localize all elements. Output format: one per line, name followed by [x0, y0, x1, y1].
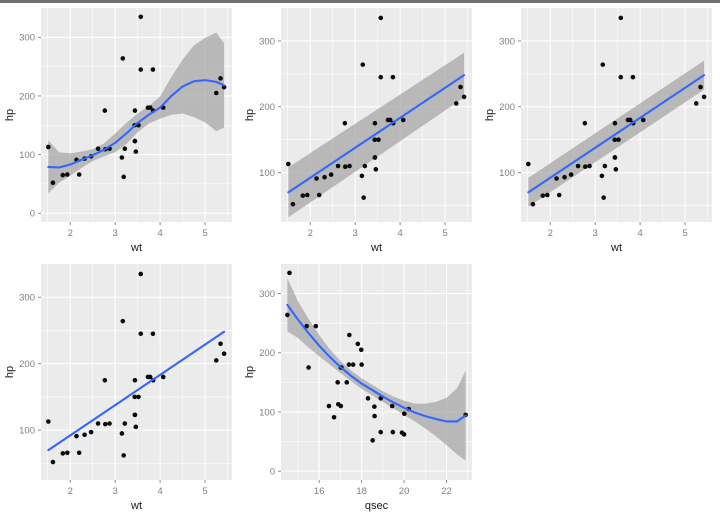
x-tick-label: 5 [202, 486, 207, 497]
y-axis-title: hp [4, 109, 16, 121]
y-tick-label: 100 [19, 150, 35, 161]
y-axis-title: hp [4, 366, 16, 378]
x-tick-label: 3 [353, 228, 358, 239]
x-tick-label: 5 [202, 228, 207, 239]
panel-1-fit-line [47, 79, 226, 169]
x-tick-label: 5 [682, 228, 687, 239]
y-tick-label: 300 [499, 36, 515, 47]
y-axis-title: hp [244, 109, 256, 121]
panel-3-svg: 2 3 4 5 100 200 300 wt hp [484, 8, 712, 254]
y-tick-label: 100 [499, 168, 515, 179]
panel-5-fit-line [286, 303, 467, 423]
chart-panel-4[interactable]: 2 3 4 5 100 200 300 wt hp [0, 258, 240, 515]
y-tick-label: 100 [259, 407, 275, 418]
y-tick-label: 300 [19, 293, 35, 304]
panel-4-svg: 2 3 4 5 100 200 300 wt hp [4, 264, 232, 512]
y-tick-label: 100 [259, 168, 275, 179]
y-tick-label: 200 [19, 91, 35, 102]
window-top-border [0, 0, 720, 3]
x-tick-label: 4 [397, 228, 402, 239]
y-tick-label: 300 [259, 289, 275, 300]
x-tick-label: 3 [113, 228, 118, 239]
x-tick-label: 2 [548, 228, 553, 239]
x-tick-label: 2 [308, 228, 313, 239]
y-tick-label: 0 [30, 209, 35, 220]
panel-2-fit-line [287, 74, 466, 194]
y-tick-label: 200 [19, 359, 35, 370]
x-tick-label: 16 [314, 486, 325, 497]
y-tick-label: 300 [19, 33, 35, 44]
panel-3-fit-line [527, 74, 706, 194]
x-axis-title: wt [610, 242, 622, 254]
x-axis-title: wt [130, 242, 142, 254]
chart-panel-1[interactable]: 2 3 4 5 0 100 200 300 wt hp [0, 3, 240, 258]
panel-5-svg: 16 18 20 22 0 100 200 300 qsec hp [244, 264, 472, 512]
x-tick-label: 20 [399, 486, 410, 497]
x-axis-title: wt [130, 500, 142, 512]
chart-panel-3[interactable]: 2 3 4 5 100 200 300 wt hp [480, 3, 720, 258]
y-tick-label: 300 [259, 36, 275, 47]
x-tick-label: 18 [356, 486, 367, 497]
y-tick-label: 200 [259, 102, 275, 113]
x-tick-label: 4 [157, 228, 162, 239]
x-tick-label: 3 [593, 228, 598, 239]
chart-panel-2[interactable]: 2 3 4 5 100 200 300 wt hp [240, 3, 480, 258]
panel-2-svg: 2 3 4 5 100 200 300 wt hp [244, 8, 472, 254]
y-tick-label: 100 [19, 426, 35, 437]
y-tick-label: 200 [259, 348, 275, 359]
panel-1-svg: 2 3 4 5 0 100 200 300 wt hp [4, 8, 232, 254]
x-tick-label: 3 [113, 486, 118, 497]
x-tick-label: 4 [157, 486, 162, 497]
y-tick-label: 0 [270, 467, 275, 478]
panel-3-points [526, 15, 707, 207]
chart-panel-5[interactable]: 16 18 20 22 0 100 200 300 qsec hp [240, 258, 480, 515]
y-axis-title: hp [484, 109, 496, 121]
y-tick-label: 200 [499, 102, 515, 113]
y-axis-title: hp [244, 366, 256, 378]
x-axis-title: qsec [365, 500, 389, 512]
x-axis-title: wt [370, 242, 382, 254]
x-tick-label: 4 [637, 228, 642, 239]
panel-5-points [285, 270, 468, 443]
x-tick-label: 22 [441, 486, 452, 497]
x-tick-label: 2 [68, 228, 73, 239]
x-tick-label: 5 [442, 228, 447, 239]
chart-panel-6[interactable] [480, 258, 720, 515]
panel-4-fit-line [47, 330, 226, 452]
x-tick-label: 2 [68, 486, 73, 497]
